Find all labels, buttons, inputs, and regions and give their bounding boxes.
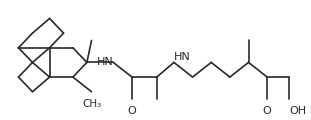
Text: OH: OH <box>289 106 306 116</box>
Text: HN: HN <box>174 52 191 62</box>
Text: HN: HN <box>96 57 113 67</box>
Text: CH₃: CH₃ <box>82 99 101 109</box>
Text: O: O <box>263 106 272 116</box>
Text: O: O <box>128 106 136 116</box>
